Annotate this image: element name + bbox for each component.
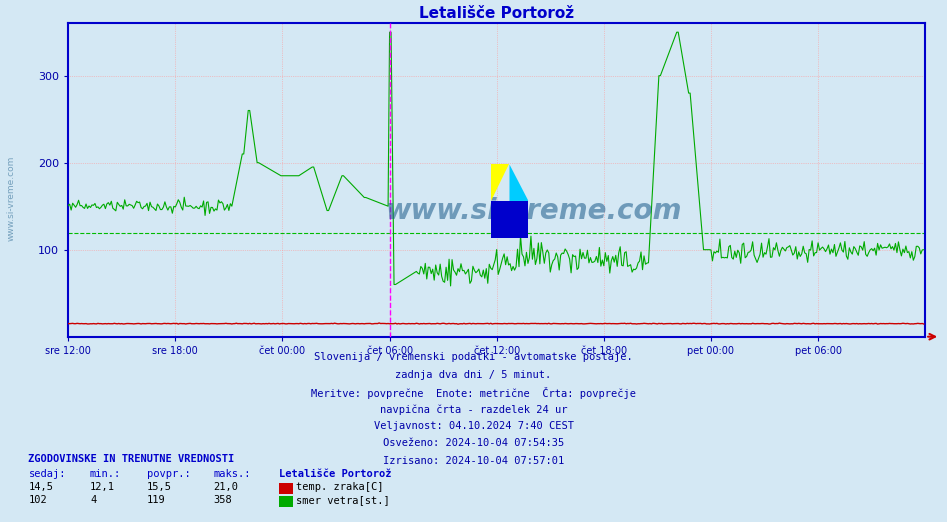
Text: Letališče Portorož: Letališče Portorož [279,469,392,479]
Text: navpična črta - razdelek 24 ur: navpična črta - razdelek 24 ur [380,404,567,414]
Text: ZGODOVINSKE IN TRENUTNE VREDNOSTI: ZGODOVINSKE IN TRENUTNE VREDNOSTI [28,454,235,464]
Bar [491,201,528,238]
Text: maks.:: maks.: [213,469,251,479]
Text: min.:: min.: [90,469,121,479]
Text: temp. zraka[C]: temp. zraka[C] [296,482,384,492]
Text: 358: 358 [213,495,232,505]
Polygon shape [491,164,528,201]
Text: 15,5: 15,5 [147,482,171,492]
Text: www.si-vreme.com: www.si-vreme.com [385,197,682,226]
Text: www.si-vreme.com: www.si-vreme.com [7,156,16,241]
Text: sedaj:: sedaj: [28,469,66,479]
Text: Osveženo: 2024-10-04 07:54:35: Osveženo: 2024-10-04 07:54:35 [383,438,564,448]
Text: smer vetra[st.]: smer vetra[st.] [296,495,390,505]
Text: 12,1: 12,1 [90,482,115,492]
Text: zadnja dva dni / 5 minut.: zadnja dva dni / 5 minut. [396,370,551,379]
Title: Letališče Portorož: Letališče Portorož [420,6,574,21]
Text: 14,5: 14,5 [28,482,53,492]
Text: Slovenija / vremenski podatki - avtomatske postaje.: Slovenija / vremenski podatki - avtomats… [314,352,633,362]
Text: 102: 102 [28,495,47,505]
Text: Izrisano: 2024-10-04 07:57:01: Izrisano: 2024-10-04 07:57:01 [383,456,564,466]
Text: 21,0: 21,0 [213,482,238,492]
Text: povpr.:: povpr.: [147,469,190,479]
Text: Meritve: povprečne  Enote: metrične  Črta: povprečje: Meritve: povprečne Enote: metrične Črta:… [311,387,636,399]
Text: 4: 4 [90,495,97,505]
Text: Veljavnost: 04.10.2024 7:40 CEST: Veljavnost: 04.10.2024 7:40 CEST [373,421,574,431]
Polygon shape [491,164,509,201]
Text: 119: 119 [147,495,166,505]
